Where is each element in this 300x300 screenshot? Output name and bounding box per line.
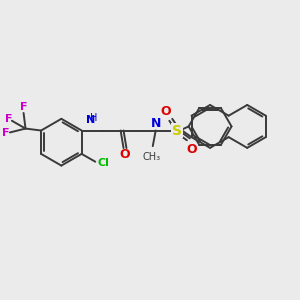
Text: F: F xyxy=(2,128,10,138)
Text: S: S xyxy=(172,124,182,137)
Text: O: O xyxy=(160,106,171,118)
Text: N: N xyxy=(86,115,95,125)
Text: F: F xyxy=(20,102,27,112)
Text: H: H xyxy=(90,113,97,123)
Text: F: F xyxy=(5,114,13,124)
Text: N: N xyxy=(151,117,161,130)
Text: CH₃: CH₃ xyxy=(143,152,161,162)
Text: Cl: Cl xyxy=(97,158,109,168)
Text: O: O xyxy=(186,142,197,155)
Text: O: O xyxy=(119,148,130,161)
